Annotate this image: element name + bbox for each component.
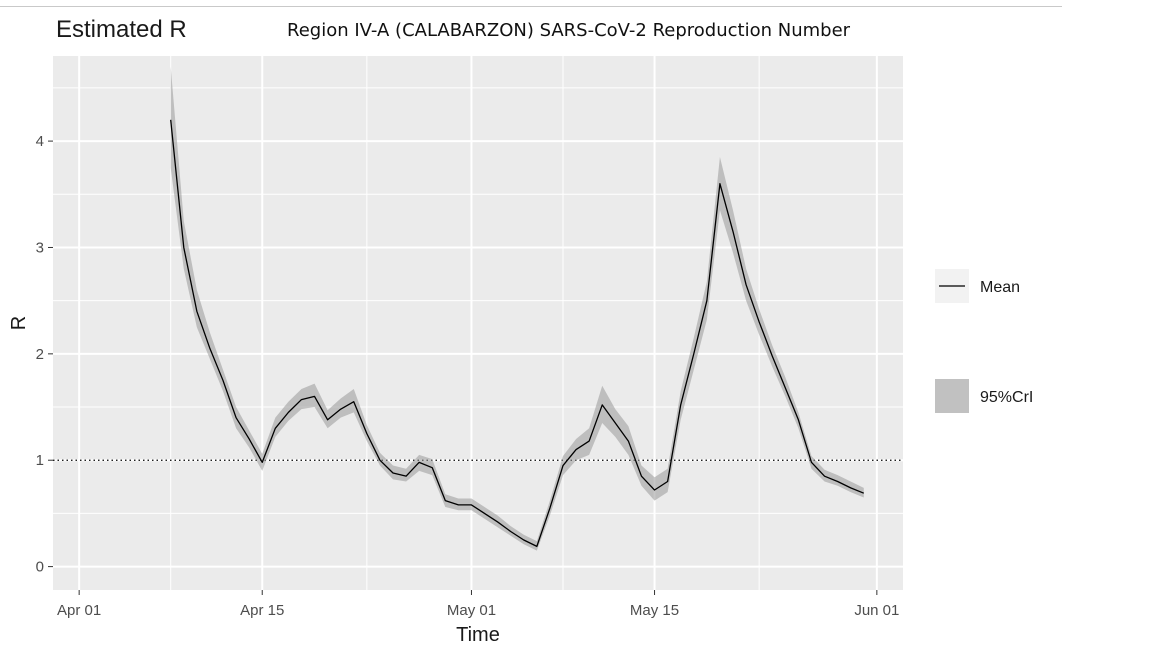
x-axis: Apr 01 Apr 15 May 01 May 15 Jun 01: [57, 590, 899, 619]
legend: Mean 95%CrI: [935, 269, 1033, 413]
x-axis-title: Time: [456, 624, 500, 646]
y-tick-label: 2: [36, 346, 44, 363]
y-tick-label: 0: [36, 559, 44, 576]
x-tick-label: Apr 01: [57, 602, 101, 619]
top-border-line: [0, 6, 1062, 7]
mean-line-layer: [170, 119, 865, 548]
chart-title: Estimated R: [56, 16, 187, 43]
legend-label: Mean: [980, 279, 1020, 296]
x-tick-label: Jun 01: [854, 602, 899, 619]
y-tick-label: 1: [36, 452, 44, 469]
y-tick-label: 4: [36, 133, 44, 150]
chart-subtitle: Region IV-A (CALABARZON) SARS-CoV-2 Repr…: [287, 20, 851, 41]
y-axis-title: R: [8, 316, 30, 330]
y-axis: 0 1 2 3 4: [36, 133, 53, 576]
grid-major: [53, 56, 903, 590]
legend-key-band: [935, 379, 969, 413]
x-tick-label: May 01: [447, 602, 496, 619]
x-tick-label: Apr 15: [240, 602, 284, 619]
mean-line: [170, 119, 865, 548]
x-tick-label: May 15: [630, 602, 679, 619]
y-tick-label: 3: [36, 239, 44, 256]
legend-label: 95%CrI: [980, 389, 1033, 406]
